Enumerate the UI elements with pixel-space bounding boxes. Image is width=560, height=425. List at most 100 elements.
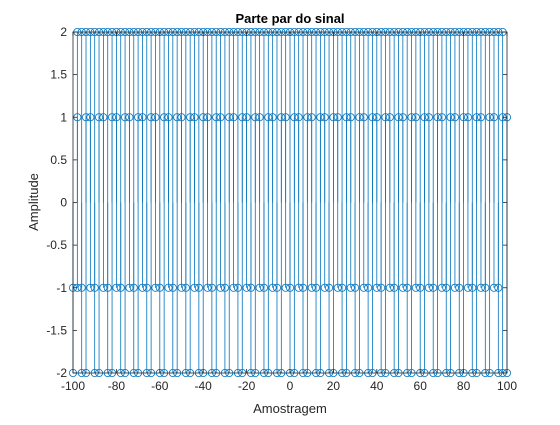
stem-marker [494, 283, 503, 292]
stem-marker [299, 283, 308, 292]
x-axis: -100 -80 -60 -40 -20 0 20 40 60 80 100 [61, 32, 517, 393]
stem-marker [112, 113, 121, 122]
stem-marker [476, 283, 485, 292]
stem-marker [216, 113, 225, 122]
stem-marker [138, 283, 147, 292]
stem-marker [437, 283, 446, 292]
x-tick-label: 20 [327, 379, 341, 393]
stem-marker [424, 113, 433, 122]
stem-marker [385, 283, 394, 292]
stem-marker [320, 113, 329, 122]
stem-marker [398, 283, 407, 292]
stem-marker [411, 283, 420, 292]
stem-marker [372, 113, 381, 122]
stem-marker [155, 283, 164, 292]
stem-marker [463, 113, 472, 122]
stem-marker [368, 113, 377, 122]
stem-marker [489, 113, 498, 122]
stem-marker [251, 113, 260, 122]
stem-marker [476, 113, 485, 122]
stem-marker [77, 283, 86, 292]
y-tick-label: -1.5 [46, 323, 67, 337]
stem-marker [294, 113, 303, 122]
stem-marker [346, 283, 355, 292]
stem-marker [446, 113, 455, 122]
stem-marker [268, 113, 277, 122]
chart-title: Parte par do sinal [235, 11, 344, 26]
stem-marker [359, 113, 368, 122]
stem-marker [181, 283, 190, 292]
stem-marker [216, 283, 225, 292]
y-tick-label: 1 [60, 110, 67, 124]
stem-marker [377, 283, 386, 292]
stem-marker [481, 283, 490, 292]
stem-marker [86, 283, 95, 292]
stem-marker [207, 283, 216, 292]
stem-marker [403, 283, 412, 292]
stem-marker [160, 113, 169, 122]
stem-marker [338, 283, 347, 292]
stem-marker [147, 113, 156, 122]
stem-marker [285, 283, 294, 292]
stem-marker [199, 113, 208, 122]
stem-series [72, 32, 508, 373]
stem-marker [138, 113, 147, 122]
stem-marker [212, 113, 221, 122]
stem-marker [233, 283, 242, 292]
stem-marker [164, 283, 173, 292]
stem-marker [433, 113, 442, 122]
stem-marker [194, 283, 203, 292]
stem-marker [255, 113, 264, 122]
stem-marker [325, 283, 334, 292]
stem-marker [351, 283, 360, 292]
stem-marker [99, 283, 108, 292]
x-tick-label: -40 [195, 379, 213, 393]
stem-marker [329, 113, 338, 122]
stem-marker [333, 283, 342, 292]
stem-marker [125, 113, 134, 122]
stem-marker [86, 113, 95, 122]
stem-marker [173, 113, 182, 122]
stem-marker [220, 283, 229, 292]
x-tick-label: -80 [108, 379, 126, 393]
stem-marker [316, 113, 325, 122]
stem-marker [225, 113, 234, 122]
stem-marker [125, 283, 134, 292]
stem-marker [485, 113, 494, 122]
stem-marker [468, 283, 477, 292]
stem-marker [429, 283, 438, 292]
stem-marker [190, 113, 199, 122]
stem-marker [450, 113, 459, 122]
stem-marker [381, 113, 390, 122]
stem-marker [307, 113, 316, 122]
x-tick-label: 100 [497, 379, 517, 393]
stem-marker [455, 283, 464, 292]
stem-marker [99, 113, 108, 122]
stem-marker [272, 283, 281, 292]
stem-marker [121, 113, 130, 122]
stem-marker [307, 283, 316, 292]
x-tick-label: 0 [287, 379, 294, 393]
y-tick-label: 1.5 [50, 68, 67, 82]
stem-marker [281, 283, 290, 292]
x-tick-label: 40 [370, 379, 384, 393]
x-axis-title: Amostragem [253, 401, 327, 416]
stem-marker [90, 283, 99, 292]
stem-marker [303, 113, 312, 122]
stem-marker [290, 113, 299, 122]
stem-marker [437, 113, 446, 122]
stem-marker [294, 283, 303, 292]
y-tick-label: 0 [60, 196, 67, 210]
stem-marker [463, 283, 472, 292]
stem-marker [320, 283, 329, 292]
stem-marker [394, 113, 403, 122]
stem-marker [346, 113, 355, 122]
stem-marker [103, 283, 112, 292]
stem-marker [268, 283, 277, 292]
stem-marker [164, 113, 173, 122]
stem-marker [246, 283, 255, 292]
stem-marker [82, 113, 91, 122]
stem-marker [229, 113, 238, 122]
stem-marker [177, 113, 186, 122]
